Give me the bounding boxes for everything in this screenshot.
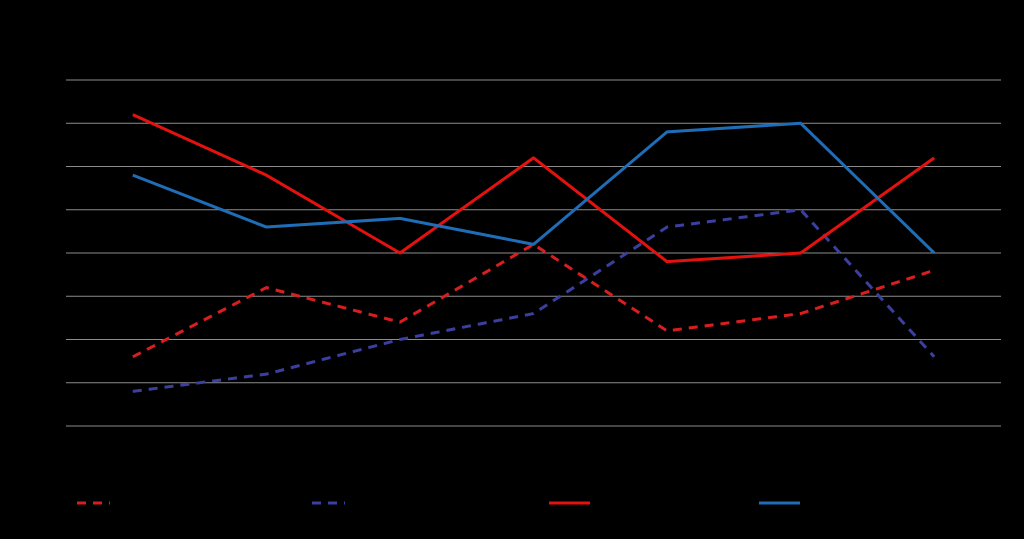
y-tick-label: 6 <box>51 159 58 173</box>
y-tick-label: 5 <box>51 202 58 216</box>
y-tick-label: 1 <box>51 375 58 389</box>
series-line <box>132 208 936 393</box>
y-tick-label: 4 <box>51 245 58 259</box>
series-line <box>132 113 936 264</box>
y-tick-label: 2 <box>51 332 58 346</box>
y-tick-label: 0 <box>51 418 58 432</box>
series-line <box>132 121 936 255</box>
y-tick-label: 8 <box>51 72 58 86</box>
y-tick-label: 7 <box>51 115 58 129</box>
series-line <box>132 242 935 359</box>
y-tick-label: 3 <box>51 288 58 302</box>
